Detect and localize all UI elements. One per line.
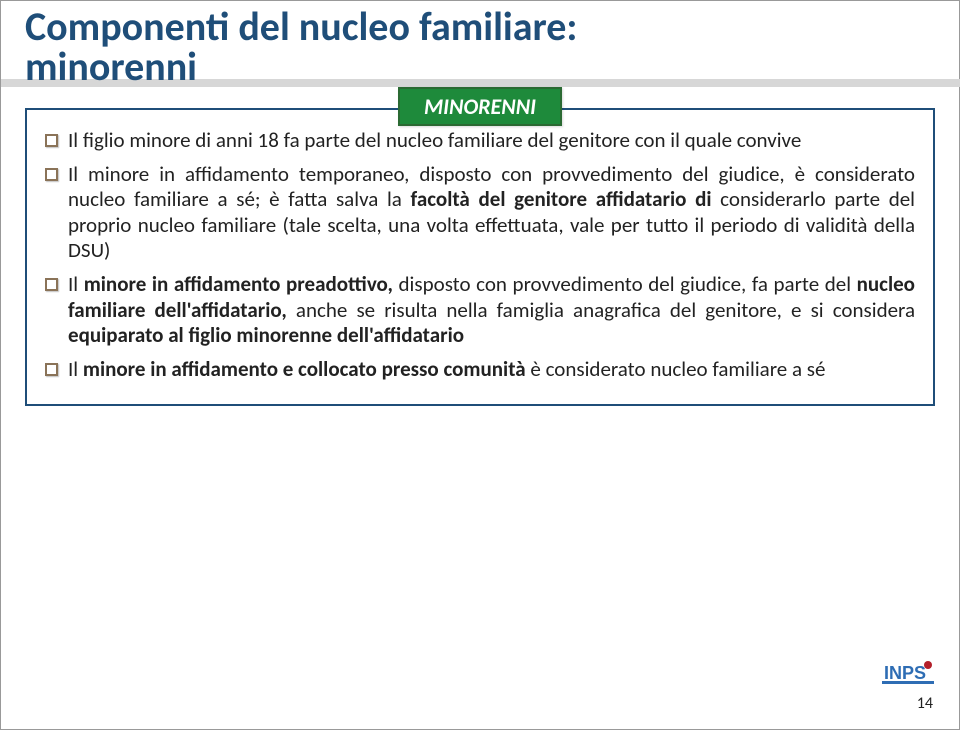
content-box: Il figlio minore di anni 18 fa parte del… xyxy=(25,108,935,406)
list-item: Il minore in affidamento temporaneo, dis… xyxy=(45,162,915,264)
slide-title-wrap: Componenti del nucleo familiare: minoren… xyxy=(1,5,671,93)
page-number: 14 xyxy=(917,694,933,713)
slide-title: Componenti del nucleo familiare: minoren… xyxy=(1,5,631,93)
inps-logo: INPS xyxy=(881,659,935,691)
bullet-list: Il figlio minore di anni 18 fa parte del… xyxy=(45,128,915,382)
list-item: Il minore in affidamento preadottivo, di… xyxy=(45,272,915,349)
checkbox-icon xyxy=(45,168,58,181)
tag-row: MINORENNI xyxy=(1,87,959,126)
list-item-text: Il minore in affidamento e collocato pre… xyxy=(68,357,915,383)
checkbox-icon xyxy=(45,363,58,376)
list-item: Il minore in affidamento e collocato pre… xyxy=(45,357,915,383)
checkbox-icon xyxy=(45,278,58,291)
list-item-text: Il figlio minore di anni 18 fa parte del… xyxy=(68,128,915,154)
checkbox-icon xyxy=(45,134,58,147)
list-item-text: Il minore in affidamento preadottivo, di… xyxy=(68,272,915,349)
section-tag: MINORENNI xyxy=(398,87,562,126)
list-item: Il figlio minore di anni 18 fa parte del… xyxy=(45,128,915,154)
list-item-text: Il minore in affidamento temporaneo, dis… xyxy=(68,162,915,264)
logo-text: INPS xyxy=(884,663,926,683)
